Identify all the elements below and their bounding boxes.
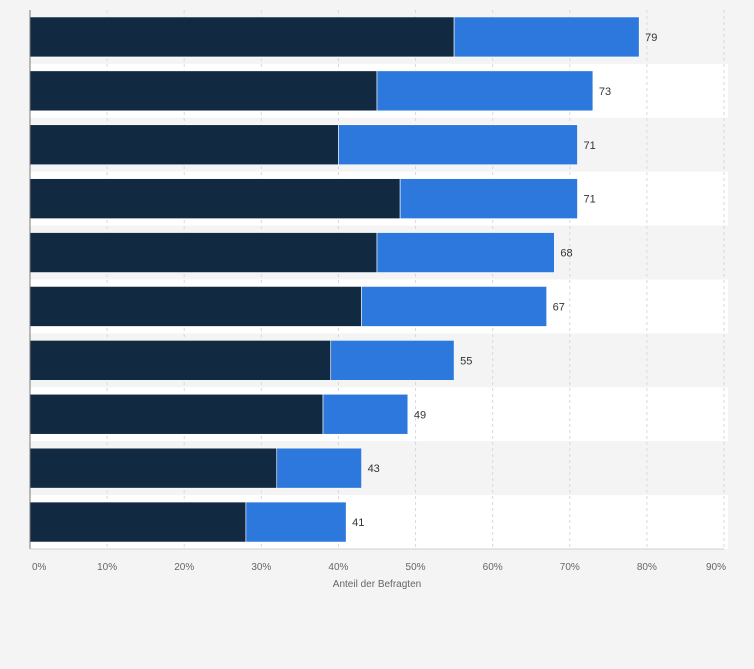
bar-segment-series-1 (29, 286, 362, 327)
x-tick-label: 50% (406, 562, 426, 573)
x-tick-label: 90% (706, 562, 726, 573)
axes (29, 10, 724, 550)
bar-segment-series-1 (29, 124, 339, 166)
x-tick-label: 30% (251, 562, 271, 573)
bar-segment-series-1 (29, 501, 247, 543)
bar-value-label: 79 (645, 32, 657, 44)
bar-segment-series-1 (29, 70, 378, 112)
x-tick-label: 40% (328, 562, 348, 573)
bar-segment-series-2 (276, 447, 362, 489)
bar-segment-series-2 (376, 70, 594, 112)
bar-value-label: 67 (553, 301, 565, 313)
bar-segment-series-2 (322, 393, 409, 435)
bar-segment-series-2 (361, 286, 547, 327)
x-tick-label: 70% (560, 562, 580, 573)
x-tick-label: 10% (97, 562, 117, 573)
value-labels: 79 73 71 71 68 67 55 49 43 41 (352, 32, 657, 529)
bar-value-label: 73 (599, 86, 611, 98)
bar-segment-series-1 (29, 340, 332, 381)
bar-segment-series-1 (29, 393, 324, 435)
bar-segment-series-1 (29, 447, 278, 489)
x-tick-labels: 0% 10% 20% 30% 40% 50% 60% 70% 80% 90% (32, 562, 726, 573)
bar-value-label: 68 (560, 248, 572, 260)
bar-segment-series-2 (376, 232, 555, 273)
bar-segment-series-1 (29, 232, 378, 273)
bar-value-label: 71 (583, 140, 595, 152)
bars (29, 16, 640, 543)
x-axis-title: Anteil der Befragten (333, 579, 421, 590)
x-tick-label: 0% (32, 562, 47, 573)
bar-value-label: 43 (368, 463, 380, 475)
bar-segment-series-2 (399, 178, 578, 219)
bar-segment-series-2 (245, 501, 347, 543)
bar-segment-series-1 (29, 16, 455, 58)
bar-segment-series-1 (29, 178, 401, 219)
bar-value-label: 71 (583, 194, 595, 206)
x-tick-label: 60% (483, 562, 503, 573)
bar-segment-series-2 (330, 340, 455, 381)
bar-segment-series-2 (338, 124, 578, 166)
bar-value-label: 49 (414, 409, 426, 421)
bar-segment-series-2 (453, 16, 640, 58)
x-tick-label: 20% (174, 562, 194, 573)
bar-value-label: 55 (460, 355, 472, 367)
bar-value-label: 41 (352, 517, 364, 529)
x-tick-label: 80% (637, 562, 657, 573)
